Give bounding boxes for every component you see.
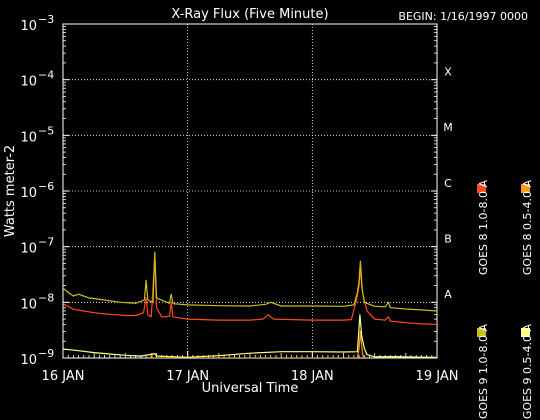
flare-class-label-X: X	[444, 66, 452, 79]
y-tick-exponent: −8	[38, 291, 54, 304]
series-line-1	[63, 254, 437, 326]
y-tick-label: 10	[20, 353, 37, 368]
legend-swatch	[477, 328, 486, 337]
legend-swatch	[477, 184, 486, 193]
legend-label: GOES 8 1.0-8.0 A	[477, 180, 490, 276]
series-lines	[63, 251, 437, 358]
y-tick-label: 10	[20, 19, 37, 34]
y-tick-exponent: −5	[38, 124, 54, 137]
series-line-3	[63, 251, 437, 312]
legend-swatch	[521, 184, 530, 193]
chart-title: X-Ray Flux (Five Minute)	[171, 7, 328, 22]
grid-lines	[63, 24, 437, 358]
begin-label: BEGIN: 1/16/1997 0000	[398, 10, 528, 23]
y-tick-label: 10	[20, 75, 37, 90]
y-tick-exponent: −7	[38, 236, 54, 249]
x-axis-label: Universal Time	[202, 381, 299, 396]
y-tick-label: 10	[20, 297, 37, 312]
x-tick-label: 17 JAN	[166, 369, 209, 384]
x-axis: 16 JAN 17 JAN 18 JAN 19 JAN	[42, 351, 459, 384]
flare-class-label-B: B	[444, 233, 452, 246]
flare-class-label-C: C	[444, 177, 452, 190]
series-line-2	[150, 330, 365, 358]
y-tick-label: 10	[20, 186, 37, 201]
legend-swatch	[521, 328, 530, 337]
flare-class-axis: A B C M X	[443, 66, 453, 302]
series-line-4	[63, 314, 437, 358]
legend-label: GOES 8 0.5-4.0 A	[521, 180, 534, 276]
flare-class-label-M: M	[443, 121, 453, 134]
y-tick-exponent: −9	[38, 347, 54, 360]
y-tick-exponent: −4	[38, 69, 54, 82]
legend: GOES 8 1.0-8.0 A GOES 9 1.0-8.0 A GOES 8 0…	[477, 180, 534, 420]
y-tick-label: 10	[20, 130, 37, 145]
x-tick-label: 19 JAN	[416, 369, 459, 384]
y-axis-label: Watts meter-2	[3, 145, 18, 237]
flare-class-label-A: A	[444, 288, 452, 301]
y-tick-exponent: −3	[38, 13, 54, 26]
legend-label: GOES 9 0.5-4.0 A	[521, 324, 534, 420]
x-tick-label: 16 JAN	[42, 369, 85, 384]
x-tick-label: 18 JAN	[291, 369, 334, 384]
y-tick-label: 10	[20, 242, 37, 257]
y-tick-exponent: −6	[38, 180, 54, 193]
legend-label: GOES 9 1.0-8.0 A	[477, 324, 490, 420]
y-axis: 10−910−810−710−610−510−410−3	[20, 13, 437, 368]
